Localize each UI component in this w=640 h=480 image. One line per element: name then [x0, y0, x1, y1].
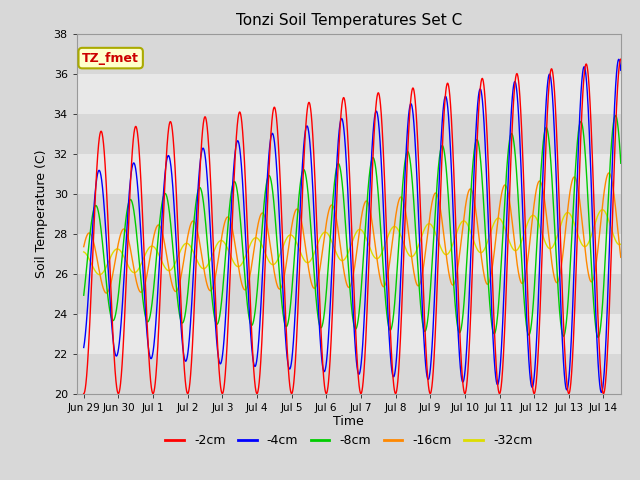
Bar [77, 154, 621, 193]
Bar [77, 73, 621, 114]
Bar [77, 193, 621, 234]
Bar [77, 114, 621, 154]
Bar [77, 313, 621, 354]
Text: TZ_fmet: TZ_fmet [82, 51, 139, 65]
Title: Tonzi Soil Temperatures Set C: Tonzi Soil Temperatures Set C [236, 13, 462, 28]
Y-axis label: Soil Temperature (C): Soil Temperature (C) [35, 149, 48, 278]
Bar [77, 234, 621, 274]
Bar [77, 354, 621, 394]
X-axis label: Time: Time [333, 415, 364, 429]
Bar [77, 274, 621, 313]
Bar [77, 34, 621, 73]
Legend: -2cm, -4cm, -8cm, -16cm, -32cm: -2cm, -4cm, -8cm, -16cm, -32cm [160, 429, 538, 452]
